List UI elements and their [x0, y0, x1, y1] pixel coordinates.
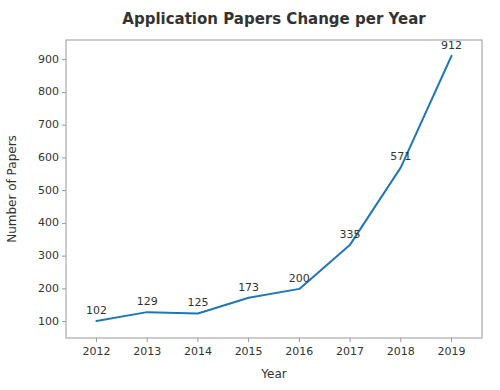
y-tick-label: 700 — [38, 118, 59, 131]
x-axis: 2012 2013 2014 2015 2016 2017 2018 2019 — [82, 338, 465, 358]
chart-title: Application Papers Change per Year — [122, 10, 426, 28]
y-tick — [62, 157, 66, 158]
x-tick — [400, 338, 401, 342]
y-tick — [62, 256, 66, 257]
data-label: 125 — [187, 296, 208, 309]
y-tick — [62, 321, 66, 322]
x-tick — [299, 338, 300, 342]
y-tick — [62, 92, 66, 93]
y-axis-label: Number of Papers — [5, 135, 19, 243]
data-label: 335 — [340, 228, 361, 241]
y-tick — [62, 190, 66, 191]
data-label: 102 — [86, 304, 107, 317]
data-line — [96, 56, 451, 321]
x-tick-label: 2018 — [387, 345, 415, 358]
data-label: 912 — [441, 39, 462, 52]
x-axis-label: Year — [260, 367, 286, 381]
x-tick — [96, 338, 97, 342]
y-tick — [62, 59, 66, 60]
y-tick-label: 400 — [38, 216, 59, 229]
data-label: 200 — [289, 272, 310, 285]
x-tick-label: 2019 — [438, 345, 466, 358]
y-axis: 100 200 300 400 500 600 700 800 900 — [38, 53, 66, 328]
y-tick — [62, 125, 66, 126]
x-tick-label: 2017 — [336, 345, 364, 358]
x-tick — [451, 338, 452, 342]
y-tick-label: 500 — [38, 184, 59, 197]
data-label: 571 — [390, 150, 411, 163]
y-tick-label: 800 — [38, 85, 59, 98]
y-tick-label: 200 — [38, 282, 59, 295]
chart-svg: 1002003004005006007008009002012201320142… — [0, 0, 500, 390]
x-tick-label: 2012 — [82, 345, 110, 358]
x-tick — [147, 338, 148, 342]
page: {"chart_data": {"type": "line", "title":… — [0, 0, 500, 390]
y-tick — [62, 288, 66, 289]
data-label: 129 — [137, 295, 158, 308]
x-tick-label: 2016 — [285, 345, 313, 358]
y-tick-label: 900 — [38, 53, 59, 66]
plot-area — [96, 56, 451, 321]
y-tick-label: 100 — [38, 315, 59, 328]
x-tick-label: 2014 — [184, 345, 212, 358]
data-labels: 102 129 125 173 200 335 571 912 — [86, 39, 462, 317]
y-tick-label: 600 — [38, 151, 59, 164]
x-tick — [197, 338, 198, 342]
x-tick — [248, 338, 249, 342]
chart-container: 1002003004005006007008009002012201320142… — [0, 0, 500, 390]
x-tick-label: 2015 — [235, 345, 263, 358]
y-tick — [62, 223, 66, 224]
plot-frame — [66, 40, 482, 338]
x-tick-label: 2013 — [133, 345, 161, 358]
data-label: 173 — [238, 281, 259, 294]
x-tick — [350, 338, 351, 342]
y-tick-label: 300 — [38, 249, 59, 262]
